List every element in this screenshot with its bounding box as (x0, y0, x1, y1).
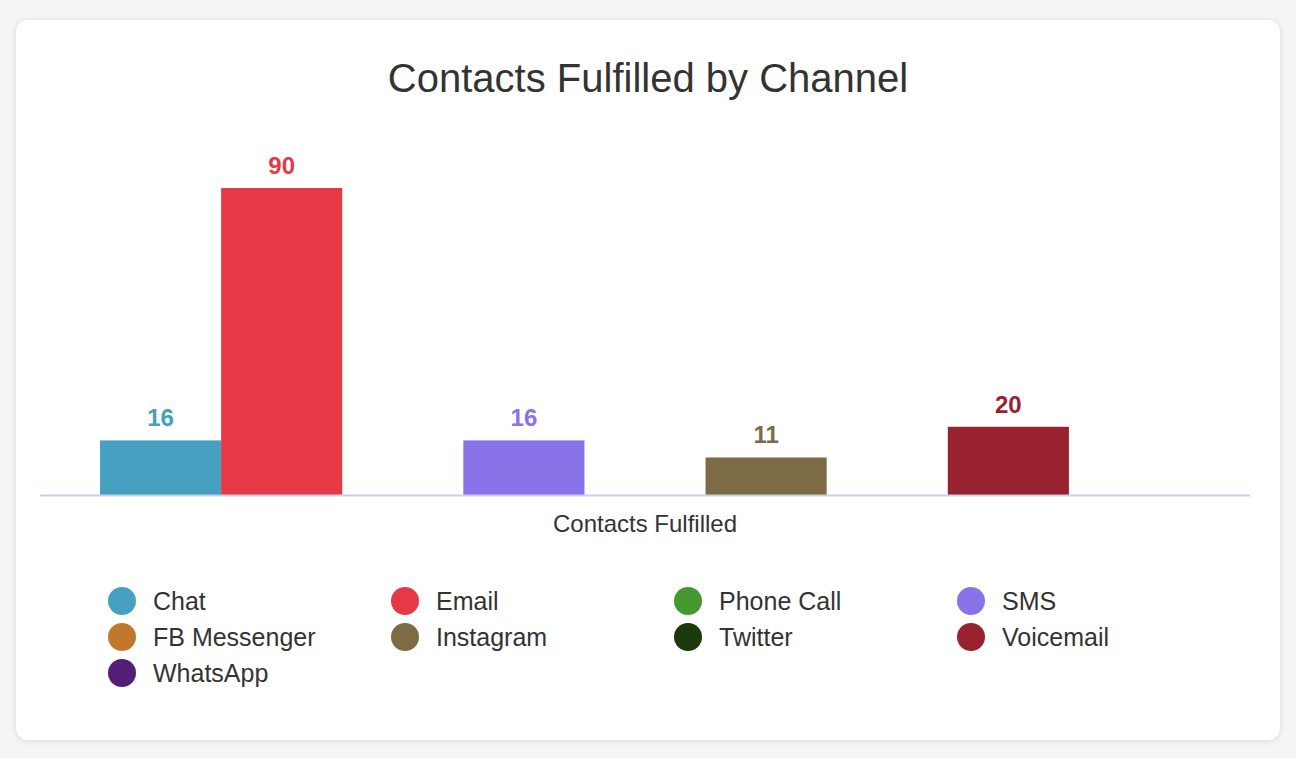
data-label: 90 (268, 152, 295, 179)
bar (706, 457, 827, 495)
title: Contacts Fulfilled by Channel (388, 56, 908, 100)
data-labels: 16 90 16 11 20 (147, 152, 1021, 448)
legend-label: Phone Call (719, 587, 841, 615)
chart: Contacts Fulfilled by Channel 16 90 16 11 20 C… (0, 0, 1296, 758)
legend: Chat Email Phone Call SMS FB Messenger Instag… (108, 587, 1109, 687)
data-label: 16 (511, 404, 538, 431)
bar (100, 440, 221, 495)
legend-swatch (108, 623, 136, 651)
bar (948, 427, 1069, 495)
bars (100, 188, 1069, 495)
legend-swatch (391, 587, 419, 615)
data-label: 20 (995, 391, 1022, 418)
legend-label: Chat (153, 587, 206, 615)
legend-swatch (957, 587, 985, 615)
legend-label: FB Messenger (153, 623, 316, 651)
legend-label: Instagram (436, 623, 547, 651)
legend-label: Email (436, 587, 499, 615)
legend-swatch (674, 623, 702, 651)
legend-swatch (108, 659, 136, 687)
bar (463, 440, 584, 495)
data-label: 11 (753, 421, 778, 448)
x-axis (40, 495, 1250, 497)
legend-label: SMS (1002, 587, 1056, 615)
legend-swatch (957, 623, 985, 651)
legend-label: Twitter (719, 623, 793, 651)
legend-swatch (108, 587, 136, 615)
bar (221, 188, 342, 495)
legend-swatch (674, 587, 702, 615)
legend-label: Voicemail (1002, 623, 1109, 651)
legend-label: WhatsApp (153, 659, 268, 687)
data-label: 16 (147, 404, 174, 431)
legend-swatch (391, 623, 419, 651)
category-label: Contacts Fulfilled (553, 510, 737, 537)
